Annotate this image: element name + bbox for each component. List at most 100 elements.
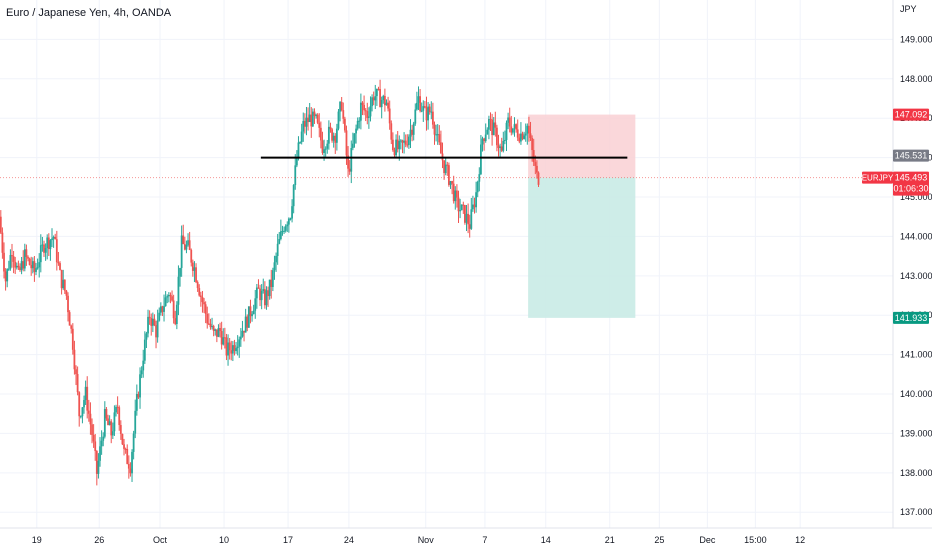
- candle-body: [478, 174, 481, 182]
- candle-body: [196, 282, 199, 289]
- time-tick-label: 26: [94, 535, 104, 545]
- candle-body: [396, 139, 399, 150]
- candle-body: [20, 261, 23, 271]
- candle-body: [243, 330, 245, 333]
- candle-body: [134, 410, 137, 434]
- time-tick-label: Oct: [153, 535, 168, 545]
- candle-body: [65, 290, 68, 296]
- candle-body: [87, 410, 90, 414]
- level-price-label: 145.531: [895, 151, 928, 161]
- candle-body: [363, 104, 365, 111]
- candle-body: [241, 330, 244, 337]
- candle-body: [308, 114, 311, 123]
- candle-body: [387, 102, 389, 109]
- candle-body: [252, 310, 255, 315]
- take-profit-zone: [528, 177, 636, 318]
- candle-body: [219, 327, 221, 332]
- candle-body: [292, 185, 295, 207]
- candle-body: [462, 204, 465, 206]
- candle-body: [331, 129, 333, 141]
- time-tick-label: 7: [482, 535, 487, 545]
- candle-body: [180, 235, 183, 268]
- candle-body: [332, 135, 335, 141]
- candle-body: [209, 323, 212, 328]
- candle-body: [281, 231, 284, 233]
- candle-body: [60, 269, 63, 289]
- candle-body: [55, 239, 58, 263]
- candle-body: [275, 256, 277, 263]
- price-tick-label: 138.000: [900, 468, 932, 478]
- candle-body: [422, 106, 425, 111]
- candle-body: [401, 140, 404, 143]
- chart-title: Euro / Japanese Yen, 4h, OANDA: [6, 7, 172, 19]
- time-tick-label: 24: [344, 535, 354, 545]
- candle-body: [438, 134, 441, 143]
- candle-body: [508, 117, 511, 127]
- time-axis[interactable]: 19 26 Oct 10 17 24 Nov 7 14 21 25 Dec 15:00 12: [32, 535, 805, 545]
- candle-body: [9, 255, 12, 269]
- candle-body: [89, 413, 92, 425]
- candle-body: [207, 323, 210, 325]
- candle-body: [140, 370, 143, 375]
- candle-body: [305, 117, 308, 127]
- candle-body: [457, 197, 460, 212]
- candle-body: [139, 374, 141, 398]
- candle-body: [190, 249, 193, 263]
- candle-body: [348, 168, 351, 172]
- candle-body: [71, 328, 74, 350]
- candle-body: [531, 137, 534, 151]
- candle-body: [289, 218, 292, 220]
- candle-body: [316, 114, 319, 123]
- candle-body: [513, 124, 516, 129]
- candle-body: [459, 210, 462, 212]
- candle-body: [467, 213, 470, 225]
- price-tick-label: 148.000: [900, 74, 932, 84]
- target-price-label-bg: [893, 311, 929, 324]
- candle-body: [489, 118, 492, 120]
- candle-body: [425, 107, 428, 121]
- candle-body: [483, 138, 486, 141]
- candle-body: [318, 122, 321, 128]
- candle-body: [351, 143, 354, 149]
- candle-body: [78, 392, 81, 417]
- candle-body: [131, 451, 133, 474]
- candle-body: [414, 109, 417, 124]
- candle-body: [127, 463, 130, 469]
- candle-body: [164, 297, 167, 307]
- candle-body: [99, 446, 101, 461]
- candle-body: [211, 326, 213, 328]
- candle-body: [142, 360, 145, 371]
- candle-body: [505, 122, 508, 140]
- candle-body: [488, 118, 490, 130]
- candle-body: [126, 448, 129, 464]
- candle-body: [12, 256, 15, 262]
- time-tick-label: 15:00: [744, 535, 767, 545]
- candle-body: [460, 204, 463, 211]
- candle-body: [297, 142, 300, 158]
- candle-body: [366, 111, 369, 118]
- candle-body: [214, 329, 217, 331]
- candle-body: [327, 126, 330, 144]
- candle-body: [116, 406, 119, 408]
- candle-body: [137, 394, 140, 398]
- candle-body: [423, 106, 426, 108]
- candle-body: [520, 133, 522, 142]
- candle-body: [507, 117, 510, 123]
- candle-body: [492, 122, 495, 136]
- price-tick-label: 137.000: [900, 507, 932, 517]
- candle-body: [159, 306, 162, 313]
- candle-body: [38, 262, 41, 268]
- symbol-tag-bg: [862, 171, 893, 184]
- candle-body: [222, 337, 225, 345]
- candle-body: [334, 135, 337, 143]
- candle-body: [97, 460, 100, 474]
- candle-body: [135, 394, 138, 411]
- candle-body: [195, 267, 197, 283]
- candle-body: [295, 157, 298, 166]
- candle-body: [532, 150, 535, 163]
- price-labels: 147.092 141.933 145.531 145.49301:06:30EURJ…: [862, 108, 929, 324]
- candle-body: [129, 468, 132, 474]
- candle-body: [246, 316, 249, 328]
